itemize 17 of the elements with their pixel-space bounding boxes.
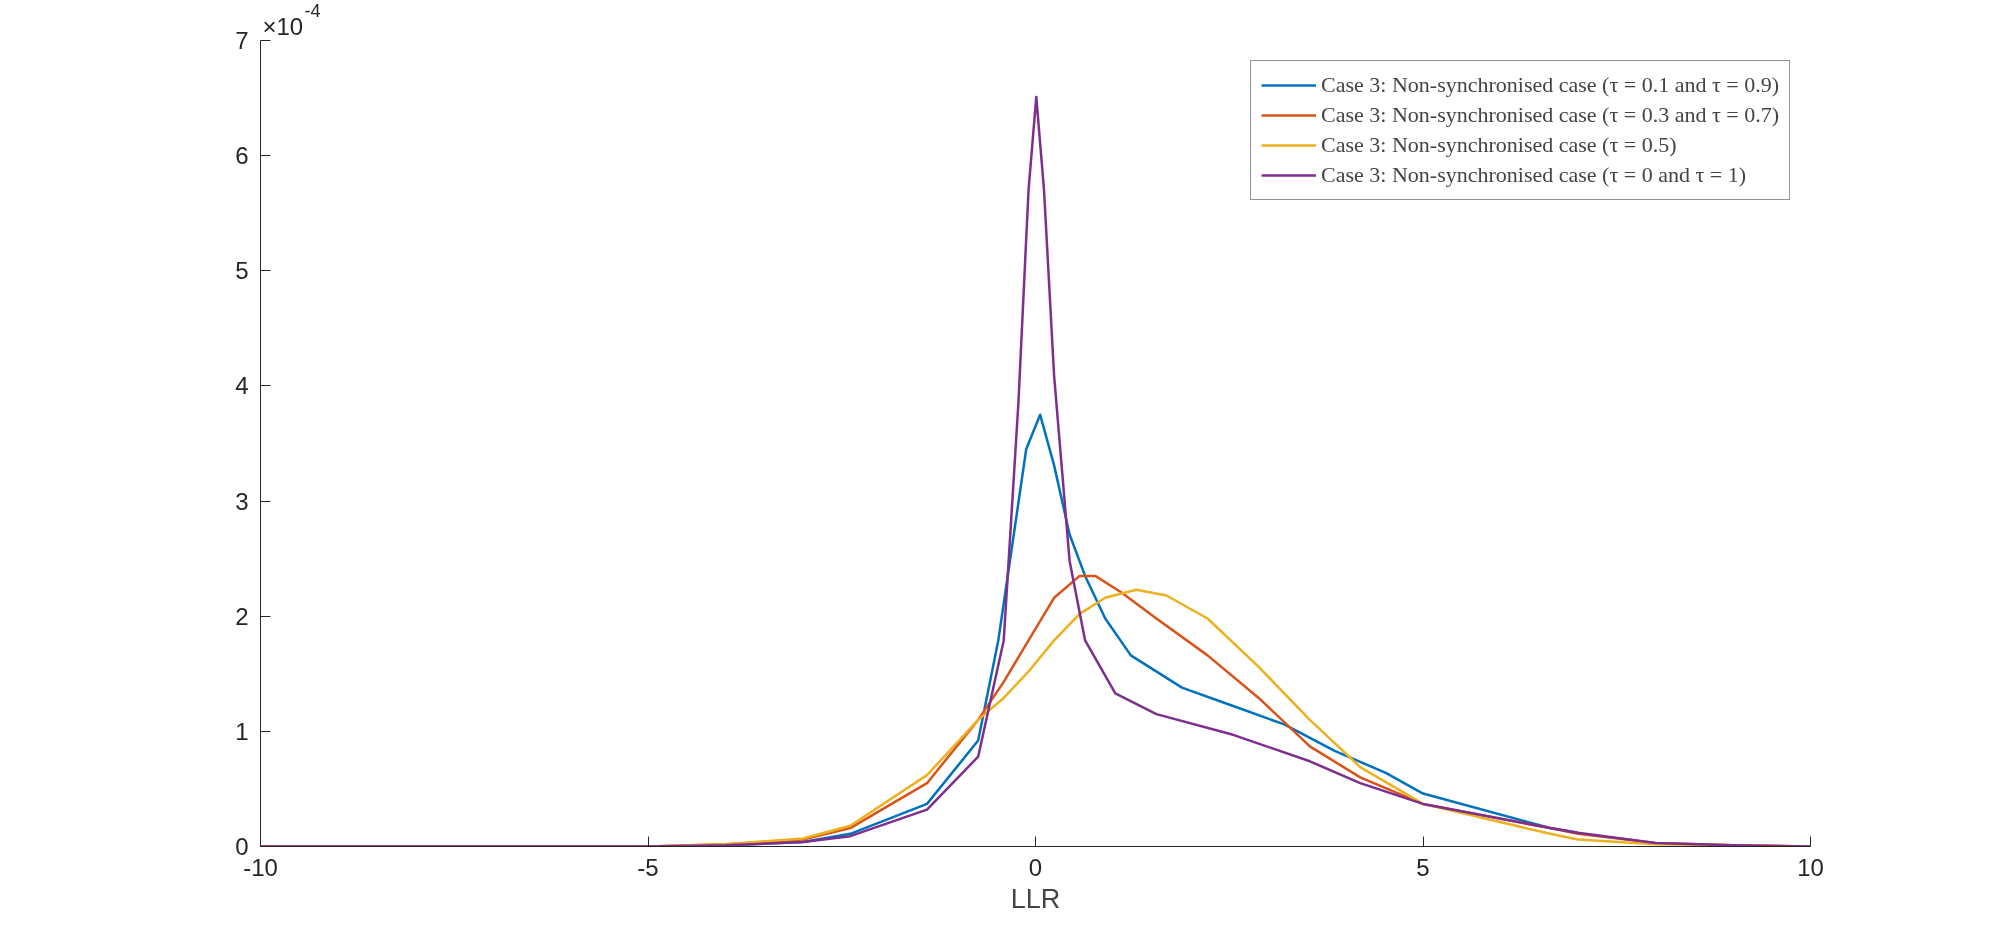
y-tick-label: 1	[235, 717, 249, 745]
y-tick-label: 6	[235, 142, 249, 170]
y-tick-label: 5	[235, 257, 249, 285]
legend-label: Case 3: Non-synchronised case (τ = 0.5)	[1321, 131, 1677, 159]
y-tick-label: 3	[235, 487, 249, 515]
x-tick-label: 5	[1416, 853, 1430, 881]
legend-label: Case 3: Non-synchronised case (τ = 0.3 and τ = 0.7)	[1321, 101, 1779, 129]
y-tick-label: 2	[235, 602, 249, 630]
x-tick-label: -5	[637, 853, 659, 881]
y-tick-label: 4	[235, 372, 249, 400]
y-tick-label: 7	[235, 27, 249, 54]
x-tick-label: 10	[1797, 853, 1824, 881]
legend-label: Case 3: Non-synchronised case (τ = 0 and τ = 1)	[1321, 161, 1746, 189]
x-axis-title: LLR	[1010, 883, 1061, 914]
legend-label: Case 3: Non-synchronised case (τ = 0.1 and τ = 0.9)	[1321, 71, 1779, 99]
x-tick-label: 0	[1028, 853, 1043, 881]
y-tick-label: 0	[235, 833, 249, 860]
